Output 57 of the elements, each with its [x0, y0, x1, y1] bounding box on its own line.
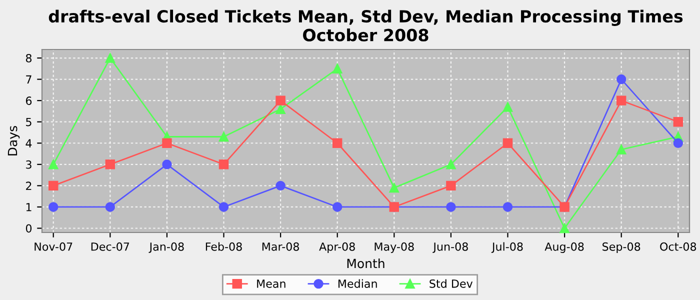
- x-tick-label: Apr-08: [319, 242, 355, 253]
- point: [616, 96, 626, 106]
- point: [560, 223, 570, 234]
- point: [276, 104, 286, 114]
- point: [332, 138, 342, 148]
- point: [162, 138, 172, 148]
- point: [502, 102, 513, 112]
- point: [48, 160, 58, 170]
- point: [446, 160, 456, 170]
- x-tick-label: Feb-08: [206, 242, 242, 251]
- point: [105, 53, 116, 63]
- x-tick-label: Jan-08: [148, 242, 184, 253]
- point: [332, 202, 342, 212]
- point: [218, 160, 229, 170]
- y-tick-label: 1: [26, 203, 32, 212]
- legend-label: Mean: [257, 280, 286, 288]
- point: [162, 160, 172, 170]
- chart-title: drafts-eval Closed Tickets Mean, Std Dev, Median Processing Times October 2008: [48, 10, 683, 42]
- x-tick-label: Aug-08: [544, 242, 584, 253]
- point: [673, 138, 683, 148]
- point: [218, 132, 229, 142]
- y-tick-label: 6: [26, 96, 32, 105]
- point: [446, 202, 456, 212]
- point: [105, 202, 116, 212]
- x-tick-label: Jul-08: [491, 242, 523, 253]
- point: [105, 160, 116, 170]
- x-axis-title: Month: [347, 258, 384, 268]
- y-axis-title: Days: [8, 126, 20, 156]
- x-tick-label: Nov-07: [34, 242, 72, 251]
- point: [616, 144, 626, 154]
- y-tick-label: 2: [26, 182, 32, 190]
- y-tick-label: 4: [26, 139, 32, 148]
- x-tick-label: Oct-08: [660, 242, 696, 251]
- point: [48, 202, 58, 212]
- point: [616, 74, 626, 84]
- y-tick-label: 7: [26, 75, 32, 84]
- point: [502, 202, 513, 212]
- y-tick-label: 0: [26, 224, 32, 233]
- point: [218, 202, 229, 212]
- point: [389, 182, 400, 193]
- y-tick-label: 8: [26, 54, 32, 62]
- point: [332, 64, 342, 74]
- point: [673, 116, 683, 127]
- x-tick-label: Dec-07: [91, 242, 130, 251]
- x-tick-label: Jun-08: [432, 242, 468, 253]
- x-tick-label: May-08: [374, 242, 414, 253]
- point: [502, 138, 513, 148]
- x-tick-label: Mar-08: [262, 242, 299, 251]
- x-tick-label: Sep-08: [602, 242, 640, 253]
- point: [276, 96, 286, 106]
- point: [446, 180, 456, 191]
- legend-label: Median: [338, 279, 377, 288]
- y-tick-label: 5: [26, 118, 32, 126]
- point: [48, 180, 58, 191]
- y-tick-label: 3: [26, 160, 32, 169]
- legend-label: Std Dev: [430, 279, 473, 288]
- point: [276, 180, 286, 191]
